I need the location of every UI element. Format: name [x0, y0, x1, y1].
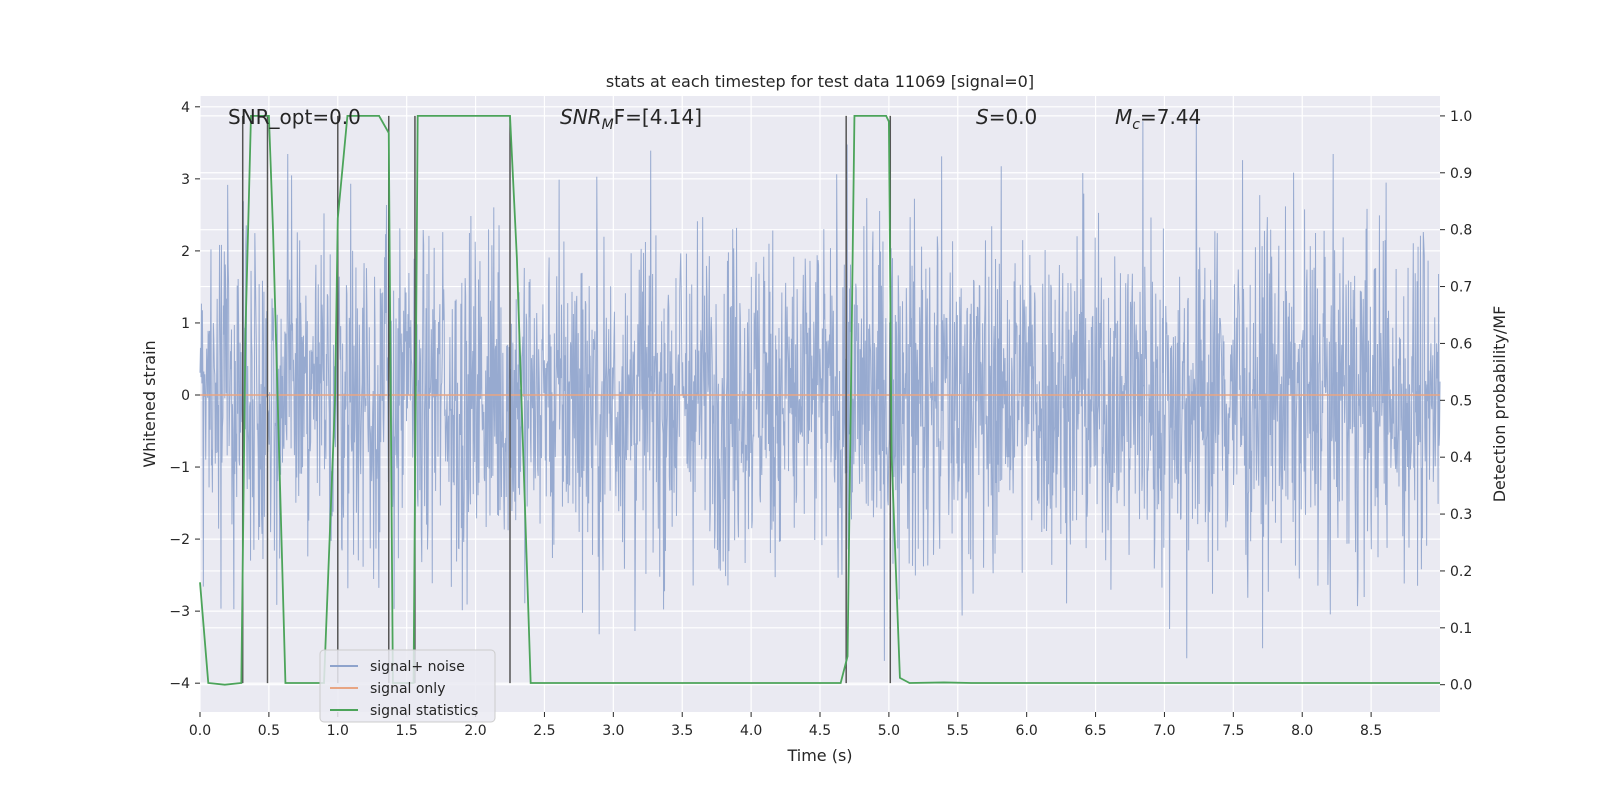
- x-axis-label: Time (s): [786, 746, 852, 765]
- axis-ticks: 0.0 0.5 1.0 1.5 2.0 2.5 3.0 3.5 4.0 4.5 5.0 5.5 6.0 6…: [169, 100, 1472, 739]
- y-right-tick-label-1: 0.1: [1450, 621, 1472, 637]
- y-left-tick-label-1: −3: [169, 604, 190, 620]
- x-tick-label-4: 2.0: [464, 723, 486, 739]
- y-left-tick-label-8: 4: [181, 100, 190, 116]
- x-tick-label-17: 8.5: [1360, 723, 1382, 739]
- annotation-s: S=0.0: [976, 105, 1037, 129]
- y-right-tick-label-6: 0.6: [1450, 336, 1472, 352]
- legend: signal+ noise signal only signal statistic…: [319, 649, 496, 723]
- x-tick-label-7: 3.5: [671, 723, 693, 739]
- y-right-tick-label-9: 0.9: [1450, 166, 1472, 182]
- x-tick-label-9: 4.5: [809, 723, 831, 739]
- x-tick-label-1: 0.5: [258, 723, 280, 739]
- x-tick-label-0: 0.0: [189, 723, 211, 739]
- y-left-tick-label-5: 1: [181, 316, 190, 332]
- x-tick-label-5: 2.5: [533, 723, 555, 739]
- signal-noise-line: [199, 121, 1441, 661]
- x-tick-label-10: 5.0: [878, 723, 900, 739]
- y-left-tick-label-3: −1: [169, 460, 190, 476]
- y-left-tick-label-6: 2: [181, 244, 190, 260]
- x-tick-label-14: 7.0: [1153, 723, 1175, 739]
- x-tick-label-11: 5.5: [947, 723, 969, 739]
- x-tick-label-16: 8.0: [1291, 723, 1313, 739]
- legend-label-2: signal statistics: [370, 703, 478, 719]
- annotation-snr-mf: SNRMF=[4.14]: [560, 105, 702, 133]
- y-left-tick-label-4: 0: [181, 388, 190, 404]
- x-tick-label-15: 7.5: [1222, 723, 1244, 739]
- y-right-tick-label-8: 0.8: [1450, 223, 1472, 239]
- annotation-snr-opt: SNR_opt=0.0: [228, 105, 361, 129]
- x-tick-label-2: 1.0: [327, 723, 349, 739]
- y-right-tick-label-5: 0.5: [1450, 393, 1472, 409]
- legend-label-1: signal only: [370, 681, 445, 697]
- y-left-tick-label-2: −2: [169, 532, 190, 548]
- series-signal-noise: [199, 121, 1441, 661]
- y-right-tick-label-3: 0.3: [1450, 507, 1472, 523]
- y-right-tick-label-10: 1.0: [1450, 109, 1472, 125]
- y-axis-right-label: Detection probability/MF: [1490, 306, 1509, 503]
- y-right-tick-label-4: 0.4: [1450, 450, 1472, 466]
- x-tick-label-13: 6.5: [1084, 723, 1106, 739]
- annotation-mc: Mc=7.44: [1115, 105, 1201, 133]
- x-tick-label-12: 6.0: [1016, 723, 1038, 739]
- x-tick-label-6: 3.0: [602, 723, 624, 739]
- legend-label-0: signal+ noise: [370, 659, 465, 675]
- y-right-tick-label-0: 0.0: [1450, 678, 1472, 694]
- annotations: SNR_opt=0.0 SNRMF=[4.14] S=0.0 Mc=7.44: [228, 105, 1201, 133]
- legend-box: [319, 649, 496, 723]
- x-tick-label-3: 1.5: [396, 723, 418, 739]
- y-right-tick-label-7: 0.7: [1450, 280, 1472, 296]
- y-left-tick-label-0: −4: [169, 676, 190, 692]
- y-axis-left-label: Whitened strain: [140, 340, 159, 467]
- chart-title: stats at each timestep for test data 110…: [606, 72, 1034, 91]
- x-tick-label-8: 4.0: [740, 723, 762, 739]
- y-right-tick-label-2: 0.2: [1450, 564, 1472, 580]
- y-left-tick-label-7: 3: [181, 172, 190, 188]
